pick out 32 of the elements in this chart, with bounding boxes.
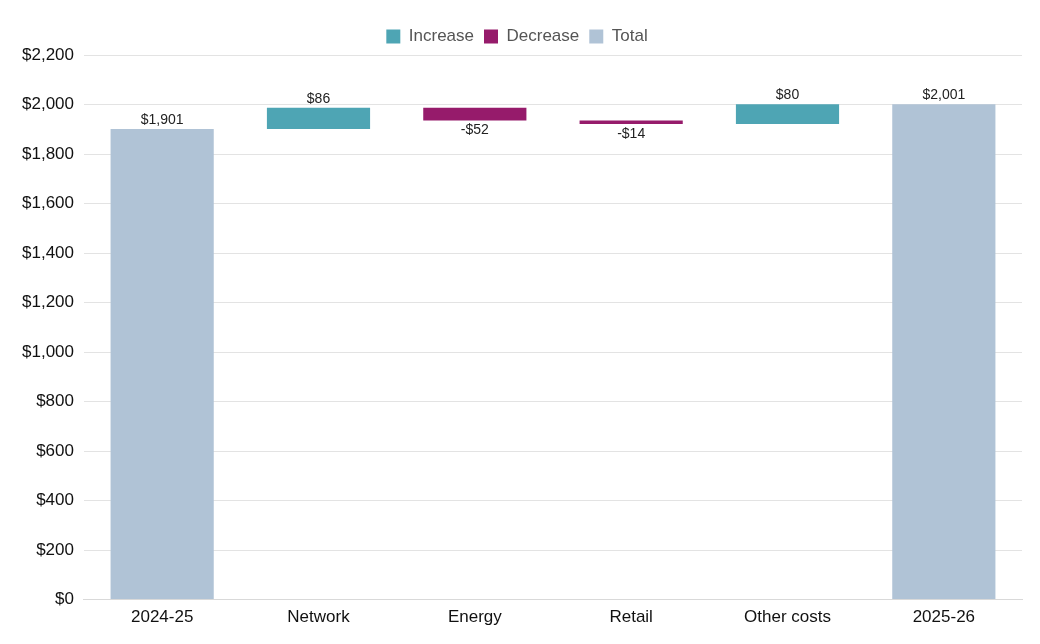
- x-tick-label: 2025-26: [912, 607, 976, 627]
- x-tick-label: Energy: [447, 607, 503, 627]
- x-tick-label: Retail: [609, 607, 653, 627]
- data-label: $1,901: [140, 110, 184, 127]
- y-tick-label: $1,200: [22, 292, 74, 312]
- y-tick-label: $400: [36, 490, 74, 510]
- bar: [110, 129, 214, 600]
- x-tick-label: Other costs: [744, 607, 831, 627]
- legend-label: Total: [611, 26, 648, 46]
- x-tick-label: 2024-25: [130, 607, 194, 627]
- data-label: $80: [775, 86, 800, 103]
- data-label: $2,001: [922, 86, 966, 103]
- x-tick-label: Network: [287, 607, 351, 627]
- y-tick-label: $800: [36, 391, 74, 411]
- y-tick-label: $1,800: [22, 143, 74, 163]
- legend-label: Increase: [408, 26, 475, 46]
- bar: [423, 107, 527, 121]
- bar: [892, 104, 996, 600]
- y-tick-label: $2,200: [22, 44, 74, 64]
- data-label: $86: [306, 89, 331, 106]
- legend-label: Decrease: [506, 26, 580, 46]
- y-tick-label: $200: [36, 539, 74, 559]
- y-tick-label: $1,400: [22, 242, 74, 262]
- bar: [266, 107, 371, 130]
- data-label: -$52: [460, 121, 490, 138]
- data-label: -$14: [617, 124, 646, 141]
- y-tick-label: $600: [36, 440, 74, 460]
- y-tick-label: $0: [55, 589, 74, 609]
- bar: [735, 104, 840, 125]
- y-tick-label: $1,600: [22, 193, 74, 213]
- y-tick-label: $2,000: [22, 94, 74, 114]
- y-tick-label: $1,000: [22, 341, 74, 361]
